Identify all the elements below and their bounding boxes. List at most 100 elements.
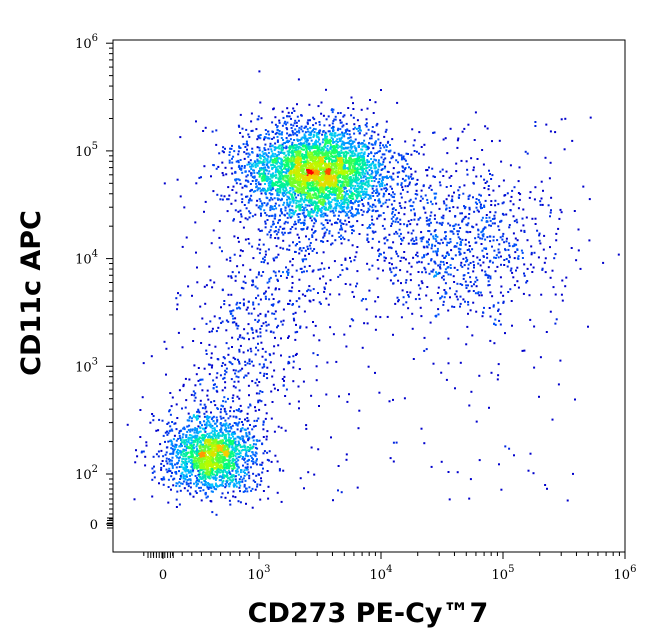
data-point [325,118,328,121]
data-point [358,192,361,195]
data-point [322,200,325,203]
data-point [293,184,295,187]
data-point [361,213,364,216]
data-point [266,219,269,221]
data-point [356,182,359,185]
data-point [200,499,203,502]
data-point [385,199,388,202]
data-point [339,112,342,114]
data-point [575,259,578,262]
data-point [389,279,392,282]
data-point [457,236,460,239]
data-point [377,138,380,141]
data-point [364,191,367,194]
data-point [336,146,339,149]
data-point [353,123,356,126]
data-point [308,252,310,255]
data-point [367,128,370,131]
data-point [485,247,488,250]
data-point [243,485,246,488]
data-point [391,263,393,266]
data-point [332,141,335,144]
data-point [384,165,387,168]
data-point [420,189,423,192]
data-point [415,150,418,153]
data-point [320,193,323,196]
data-point [263,148,266,151]
data-point [367,194,370,196]
data-point [408,262,411,265]
data-point [345,206,348,209]
data-point [365,193,368,196]
data-point [362,210,365,213]
data-point [167,486,170,488]
data-point [303,133,306,136]
data-point [421,256,424,259]
data-point [353,259,356,262]
data-point [254,213,257,216]
data-point [436,254,439,257]
data-point [381,224,384,227]
data-point [303,186,306,189]
data-point [350,214,353,217]
data-point [358,132,361,135]
data-point [415,189,418,192]
data-point [299,218,301,221]
data-point [432,175,435,178]
data-point [531,271,534,273]
data-point [277,146,280,148]
data-point [304,140,307,143]
data-point [403,179,406,182]
data-point [478,193,481,196]
data-point [277,150,280,153]
data-point [428,238,430,241]
data-point [312,156,314,159]
data-point [314,197,317,200]
data-point [530,245,533,248]
data-point [266,158,269,161]
data-point [265,175,268,178]
data-point [349,173,352,175]
data-point [250,194,253,197]
data-point [294,160,297,162]
data-point [330,174,333,177]
data-point [484,238,487,241]
data-point [267,155,270,158]
data-point [343,152,346,155]
data-point [292,199,295,202]
data-point [328,124,331,127]
data-point [513,284,516,287]
data-point [341,193,344,196]
data-point [344,201,347,204]
data-point [416,251,419,254]
data-point [392,215,395,218]
data-point [370,137,373,140]
data-point [384,201,387,204]
data-point [245,185,248,188]
data-point [349,195,352,197]
data-point [376,194,379,197]
data-point [270,145,273,148]
data-point [292,211,295,214]
data-point [335,176,338,179]
data-point [300,203,303,206]
data-point [423,266,426,269]
data-point [361,169,364,172]
data-point [326,214,329,217]
data-point [175,498,178,501]
data-point [297,159,300,162]
data-point [256,483,259,486]
data-point [307,154,310,157]
data-point [311,153,313,155]
data-point [339,121,342,124]
data-point [258,175,261,178]
data-point [271,188,274,190]
data-point [391,195,394,198]
data-point [291,178,293,180]
data-point [255,182,257,185]
data-point [465,284,468,287]
data-point [333,214,336,217]
data-point [275,176,278,179]
data-point [290,168,292,170]
data-point [359,129,362,132]
